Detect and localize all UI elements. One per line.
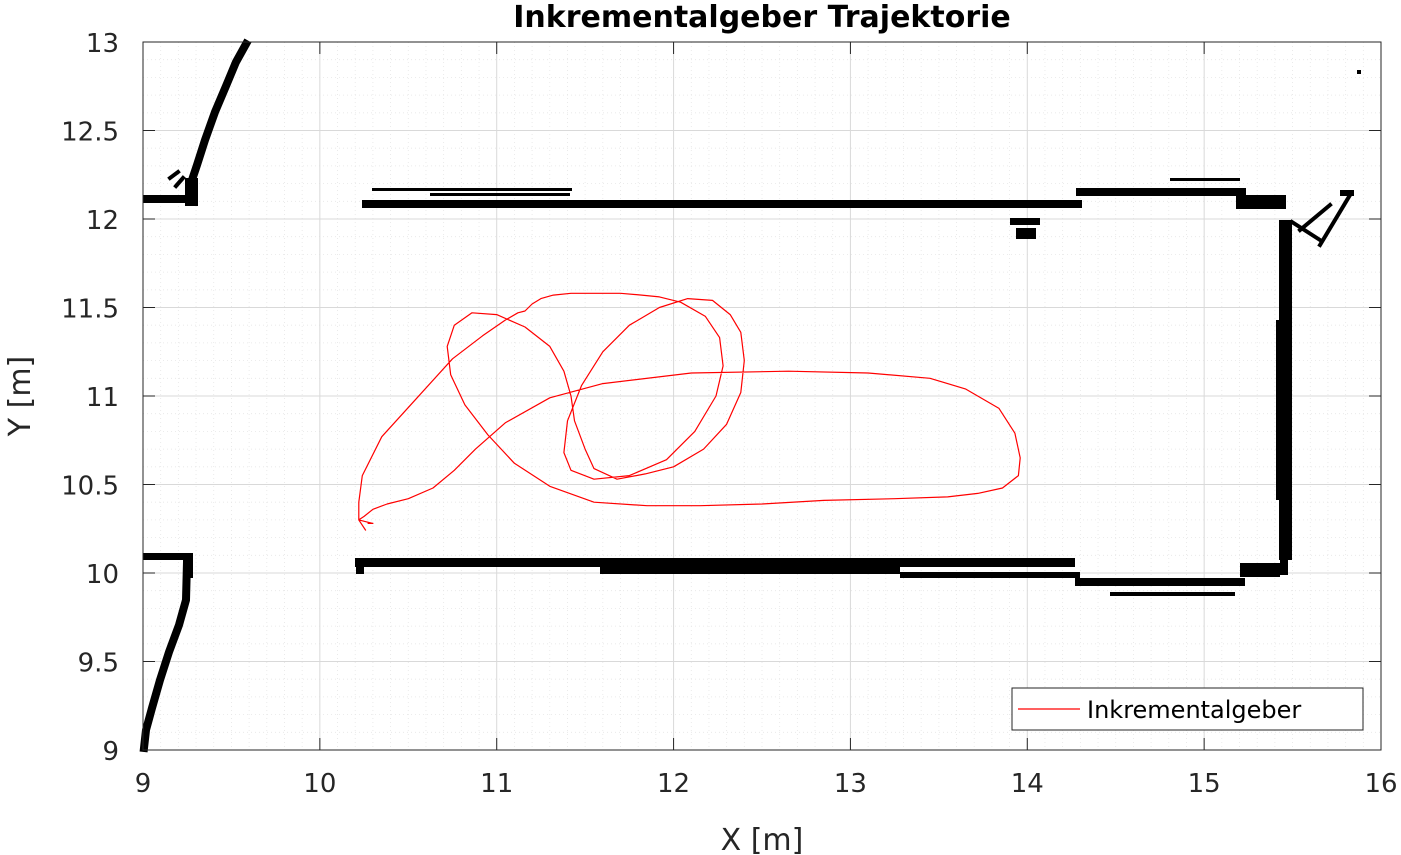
x-tick-label: 14 — [1011, 769, 1044, 799]
x-tick-label: 11 — [480, 769, 513, 799]
x-tick-label: 12 — [657, 769, 690, 799]
y-tick-label: 11.5 — [61, 295, 119, 325]
x-tick-label: 9 — [135, 769, 152, 799]
y-axis-label: Y [m] — [3, 356, 38, 438]
y-tick-label: 11 — [86, 383, 119, 413]
x-tick-label: 16 — [1364, 769, 1397, 799]
y-tick-label: 12.5 — [61, 118, 119, 148]
x-tick-label: 15 — [1188, 769, 1221, 799]
occupancy-map — [139, 38, 1361, 753]
y-tick-label: 10 — [86, 560, 119, 590]
y-tick-label: 9.5 — [78, 649, 119, 679]
x-tick-label: 10 — [303, 769, 336, 799]
tick-labels: 9 10 11 12 13 14 15 16 9 9.5 10 10.5 11 11.5 12 12.5 13 — [61, 29, 1397, 799]
legend-label-inkrementalgeber: Inkrementalgeber — [1087, 696, 1301, 724]
y-tick-label: 12 — [86, 206, 119, 236]
chart-title: Inkrementalgeber Trajektorie — [513, 0, 1011, 35]
y-tick-label: 10.5 — [61, 472, 119, 502]
x-tick-label: 13 — [834, 769, 867, 799]
legend: Inkrementalgeber — [1011, 687, 1364, 731]
y-tick-label: 9 — [102, 737, 119, 767]
axis-ticks — [142, 41, 1382, 751]
y-tick-label: 13 — [86, 29, 119, 59]
x-axis-label: X [m] — [721, 823, 804, 855]
series-line-inkrementalgeber — [358, 292, 1021, 531]
